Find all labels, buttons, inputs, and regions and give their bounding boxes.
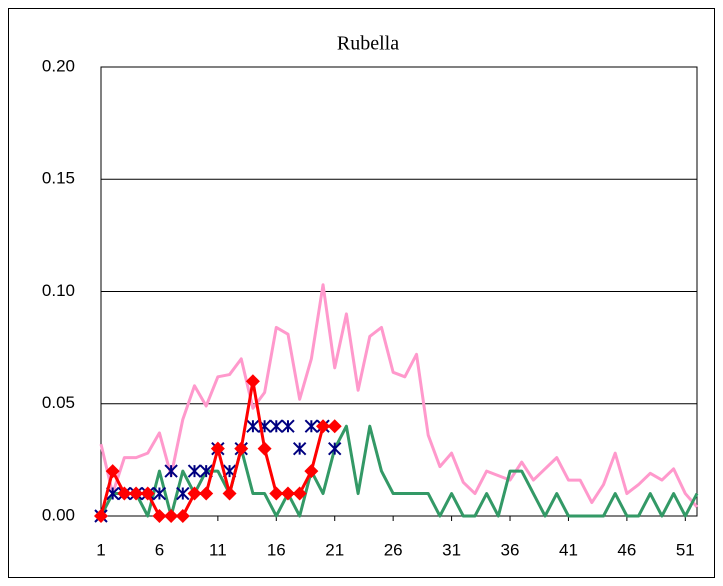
x-tick-label: 6 bbox=[155, 540, 164, 559]
asterisk-marker bbox=[269, 419, 284, 433]
asterisk-marker bbox=[304, 419, 319, 433]
diamond-marker bbox=[327, 419, 342, 434]
diamond-marker bbox=[105, 464, 120, 479]
x-tick-label: 11 bbox=[209, 540, 227, 559]
diamond-marker bbox=[269, 486, 284, 501]
diamond-marker bbox=[245, 374, 260, 389]
asterisk-marker bbox=[328, 441, 342, 456]
series-line bbox=[99, 424, 699, 518]
asterisk-marker bbox=[187, 464, 202, 478]
diamond-marker bbox=[94, 509, 108, 523]
x-tick-label: 26 bbox=[384, 540, 403, 559]
diamond-marker bbox=[257, 441, 272, 456]
x-tick-label: 36 bbox=[501, 540, 520, 559]
diamond-marker bbox=[187, 486, 202, 501]
chart-title: Rubella bbox=[337, 33, 399, 55]
y-tick-label: 0.10 bbox=[42, 281, 75, 300]
asterisk-marker bbox=[176, 486, 190, 501]
series-line bbox=[99, 283, 699, 509]
diamond-marker bbox=[129, 486, 144, 501]
asterisk-marker bbox=[246, 419, 260, 433]
y-tick-label: 0.20 bbox=[42, 56, 75, 75]
y-tick-label: 0.15 bbox=[42, 169, 75, 188]
diamond-marker bbox=[222, 486, 237, 501]
asterisk-marker bbox=[281, 419, 295, 433]
diamond-marker bbox=[210, 441, 225, 456]
diamond-marker bbox=[316, 419, 331, 434]
diamond-marker bbox=[140, 486, 155, 501]
asterisk-marker bbox=[152, 486, 167, 501]
diamond-marker bbox=[234, 441, 249, 456]
asterisk-marker bbox=[292, 441, 307, 456]
x-tick-label: 51 bbox=[676, 540, 695, 559]
diamond-marker bbox=[199, 486, 214, 501]
plot-area bbox=[100, 66, 698, 517]
y-tick-label: 0.05 bbox=[42, 393, 75, 412]
diamond-marker bbox=[280, 486, 295, 501]
diamond-marker bbox=[117, 486, 132, 501]
diamond-marker bbox=[152, 509, 167, 523]
diamond-marker bbox=[304, 464, 319, 479]
x-tick-label: 31 bbox=[442, 540, 461, 559]
x-tick-label: 41 bbox=[559, 540, 578, 559]
y-tick-label: 0.00 bbox=[42, 505, 75, 524]
diamond-marker bbox=[292, 486, 307, 501]
x-tick-label: 16 bbox=[267, 540, 286, 559]
x-tick-label: 46 bbox=[617, 540, 636, 559]
x-tick-label: 1 bbox=[96, 540, 105, 559]
diamond-marker bbox=[175, 509, 190, 523]
asterisk-marker bbox=[164, 464, 178, 478]
x-tick-label: 21 bbox=[325, 540, 344, 559]
diamond-marker bbox=[164, 509, 179, 523]
